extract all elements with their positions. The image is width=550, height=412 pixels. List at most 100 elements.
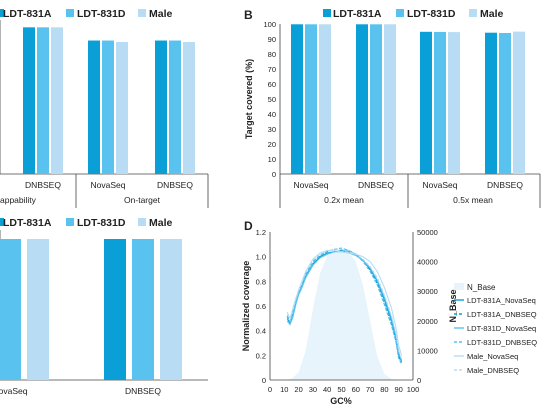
bar-ldt-831a-novaseq-2 (420, 31, 432, 174)
panel-d-y-ticks: 0 0.2 0.4 0.6 0.8 1.0 1.2 (256, 228, 266, 385)
panel-a-group-label: appability (0, 195, 37, 205)
panel-d-y-tick-label: 0.4 (256, 327, 266, 336)
legend-label-male-dnbseq: Male_DNBSEQ (467, 366, 519, 375)
panel-b-group-label: 0.2x mean (324, 195, 364, 205)
panel-b-y-axis-title: Target covered (%) (244, 59, 254, 139)
panel-b-y-ticks: 0 10 20 30 40 50 60 70 80 90 100 (263, 20, 276, 179)
bar-ldt-831a-dnbseq-3 (485, 32, 497, 175)
bar-ldt-831d-novaseq-0 (305, 24, 317, 174)
panel-b-y-tick-label: 20 (268, 140, 276, 149)
panel-d-y2-tick-label: 30000 (417, 287, 438, 296)
bar-male-novaseq-0 (27, 239, 49, 380)
panel-b-y-tick-label: 40 (268, 110, 276, 119)
panel-a-legend: LDT-831A LDT-831D Male (0, 8, 173, 20)
bar-male-dnbseq-0 (51, 27, 63, 175)
panel-b-y-tick-label: 50 (268, 95, 276, 104)
panel-b-y-tick-label: 100 (263, 20, 276, 29)
panel-a-tick-label: DNBSEQ (157, 180, 193, 190)
legend-label-male-novaseq: Male_NovaSeq (467, 352, 518, 361)
legend-label-ldt-831d: LDT-831D (77, 8, 126, 20)
bar-male-dnbseq-2 (183, 42, 195, 174)
bar-ldt-831d-dnbseq-1 (370, 24, 382, 174)
panel-d-y-tick-label: 1.0 (256, 253, 266, 262)
panel-d-x-tick-label: 60 (352, 385, 360, 394)
bar-ldt-831a-dnbseq-0 (23, 27, 35, 175)
panel-d-legend: N_Base LDT-831A_NovaSeqLDT-831A_DNBSEQLD… (454, 283, 537, 375)
panel-c: LDT-831A LDT-831D Male NovaSeq DNBSEQ (0, 217, 208, 396)
panel-d-x-tick-label: 50 (337, 385, 345, 394)
panel-d-x-tick-label: 100 (407, 385, 420, 394)
panel-d: D 0 0.2 0.4 0.6 0.8 1.0 1.2 0 10000 20000 30000 40… (241, 219, 537, 406)
legend-label-ldt-831a: LDT-831A (333, 8, 382, 20)
panel-b-tick-label: DNBSEQ (358, 180, 394, 190)
panel-b-y-tick-label: 10 (268, 155, 276, 164)
bar-male-novaseq-1 (116, 42, 128, 174)
bar-ldt-831a-dnbseq-1 (356, 24, 368, 174)
panel-d-y-tick-label: 1.2 (256, 228, 266, 237)
legend-label-ldt-831a: LDT-831A (3, 8, 52, 20)
panel-b-y-tick-label: 90 (268, 35, 276, 44)
panel-d-x-tick-label: 20 (294, 385, 302, 394)
bar-male-dnbseq-3 (513, 31, 525, 175)
panel-b-y-tick-label: 80 (268, 50, 276, 59)
legend-label-male: Male (149, 8, 173, 20)
legend-swatch-male (138, 218, 146, 226)
panel-b-legend: LDT-831A LDT-831D Male (323, 8, 504, 20)
panel-b-y-tick-label: 30 (268, 125, 276, 134)
n-base-area-fill (284, 249, 399, 380)
panel-a-tick-label: DNBSEQ (25, 180, 61, 190)
legend-swatch-ldt-831a (323, 9, 331, 17)
legend-label-ldt-831a-novaseq: LDT-831A_NovaSeq (467, 296, 536, 305)
bar-male-dnbseq-1 (384, 24, 396, 174)
panel-d-x-tick-label: 30 (309, 385, 317, 394)
n-base-area (284, 249, 399, 380)
bar-ldt-831a-novaseq-1 (88, 40, 100, 175)
panel-a-tick-label: NovaSeq (91, 180, 126, 190)
legend-swatch-male (469, 9, 477, 17)
panel-d-x-tick-label: 10 (280, 385, 288, 394)
bar-ldt-831d-dnbseq-3 (499, 33, 511, 174)
panel-d-y-axis-title: Normalized coverage (241, 261, 251, 352)
panel-d-y2-tick-label: 10000 (417, 346, 438, 355)
panel-b-y-tick-label: 70 (268, 65, 276, 74)
panel-d-y-tick-label: 0.6 (256, 302, 266, 311)
coverage-lines (286, 247, 403, 365)
legend-label-ldt-831d: LDT-831D (77, 217, 126, 229)
legend-label-ldt-831d: LDT-831D (407, 8, 456, 20)
bar-ldt-831a-dnbseq-1 (104, 239, 126, 380)
legend-swatch-ldt-831d (66, 218, 74, 226)
panel-b: B LDT-831A LDT-831D Male Target covered … (244, 8, 541, 208)
bar-male-novaseq-0 (319, 24, 331, 174)
panel-d-y2-ticks: 0 10000 20000 30000 40000 50000 (417, 228, 438, 385)
legend-label-ldt-831a-dnbseq: LDT-831A_DNBSEQ (467, 310, 537, 319)
panel-d-y-tick-label: 0.8 (256, 277, 266, 286)
panel-d-y2-tick-label: 50000 (417, 228, 438, 237)
legend-label-male: Male (480, 8, 504, 20)
panel-b-y-tick-label: 60 (268, 80, 276, 89)
legend-swatch-ldt-831a (0, 218, 4, 226)
bar-male-novaseq-2 (448, 32, 460, 174)
line-ldt-831d-dnbseq (286, 247, 403, 365)
panel-b-letter: B (244, 8, 253, 22)
line-legend: LDT-831A_NovaSeq LDT-831A_DNBSEQ LDT-831D_… (454, 296, 537, 375)
legend-label-n-base: N_Base (467, 283, 496, 292)
bar-ldt-831d-novaseq-0 (0, 239, 21, 380)
panel-d-x-tick-label: 80 (380, 385, 388, 394)
legend-swatch-ldt-831d (396, 9, 404, 17)
panel-d-y2-tick-label: 40000 (417, 258, 438, 267)
bar-ldt-831a-novaseq-0 (291, 24, 303, 174)
panel-b-tick-label: NovaSeq (294, 180, 329, 190)
legend-label-ldt-831a: LDT-831A (3, 217, 52, 229)
bar-ldt-831d-novaseq-2 (434, 31, 446, 175)
panel-b-bars (291, 24, 525, 175)
panel-b-tick-label: NovaSeq (423, 180, 458, 190)
legend-swatch-male (138, 9, 146, 17)
panel-d-letter: D (244, 219, 253, 233)
legend-swatch-n-base (454, 283, 464, 290)
panel-d-x-tick-label: 40 (323, 385, 331, 394)
panel-d-x-axis-title: GC% (330, 396, 352, 406)
panel-d-y-tick-label: 0 (262, 376, 266, 385)
panel-b-tick-label: DNBSEQ (487, 180, 523, 190)
